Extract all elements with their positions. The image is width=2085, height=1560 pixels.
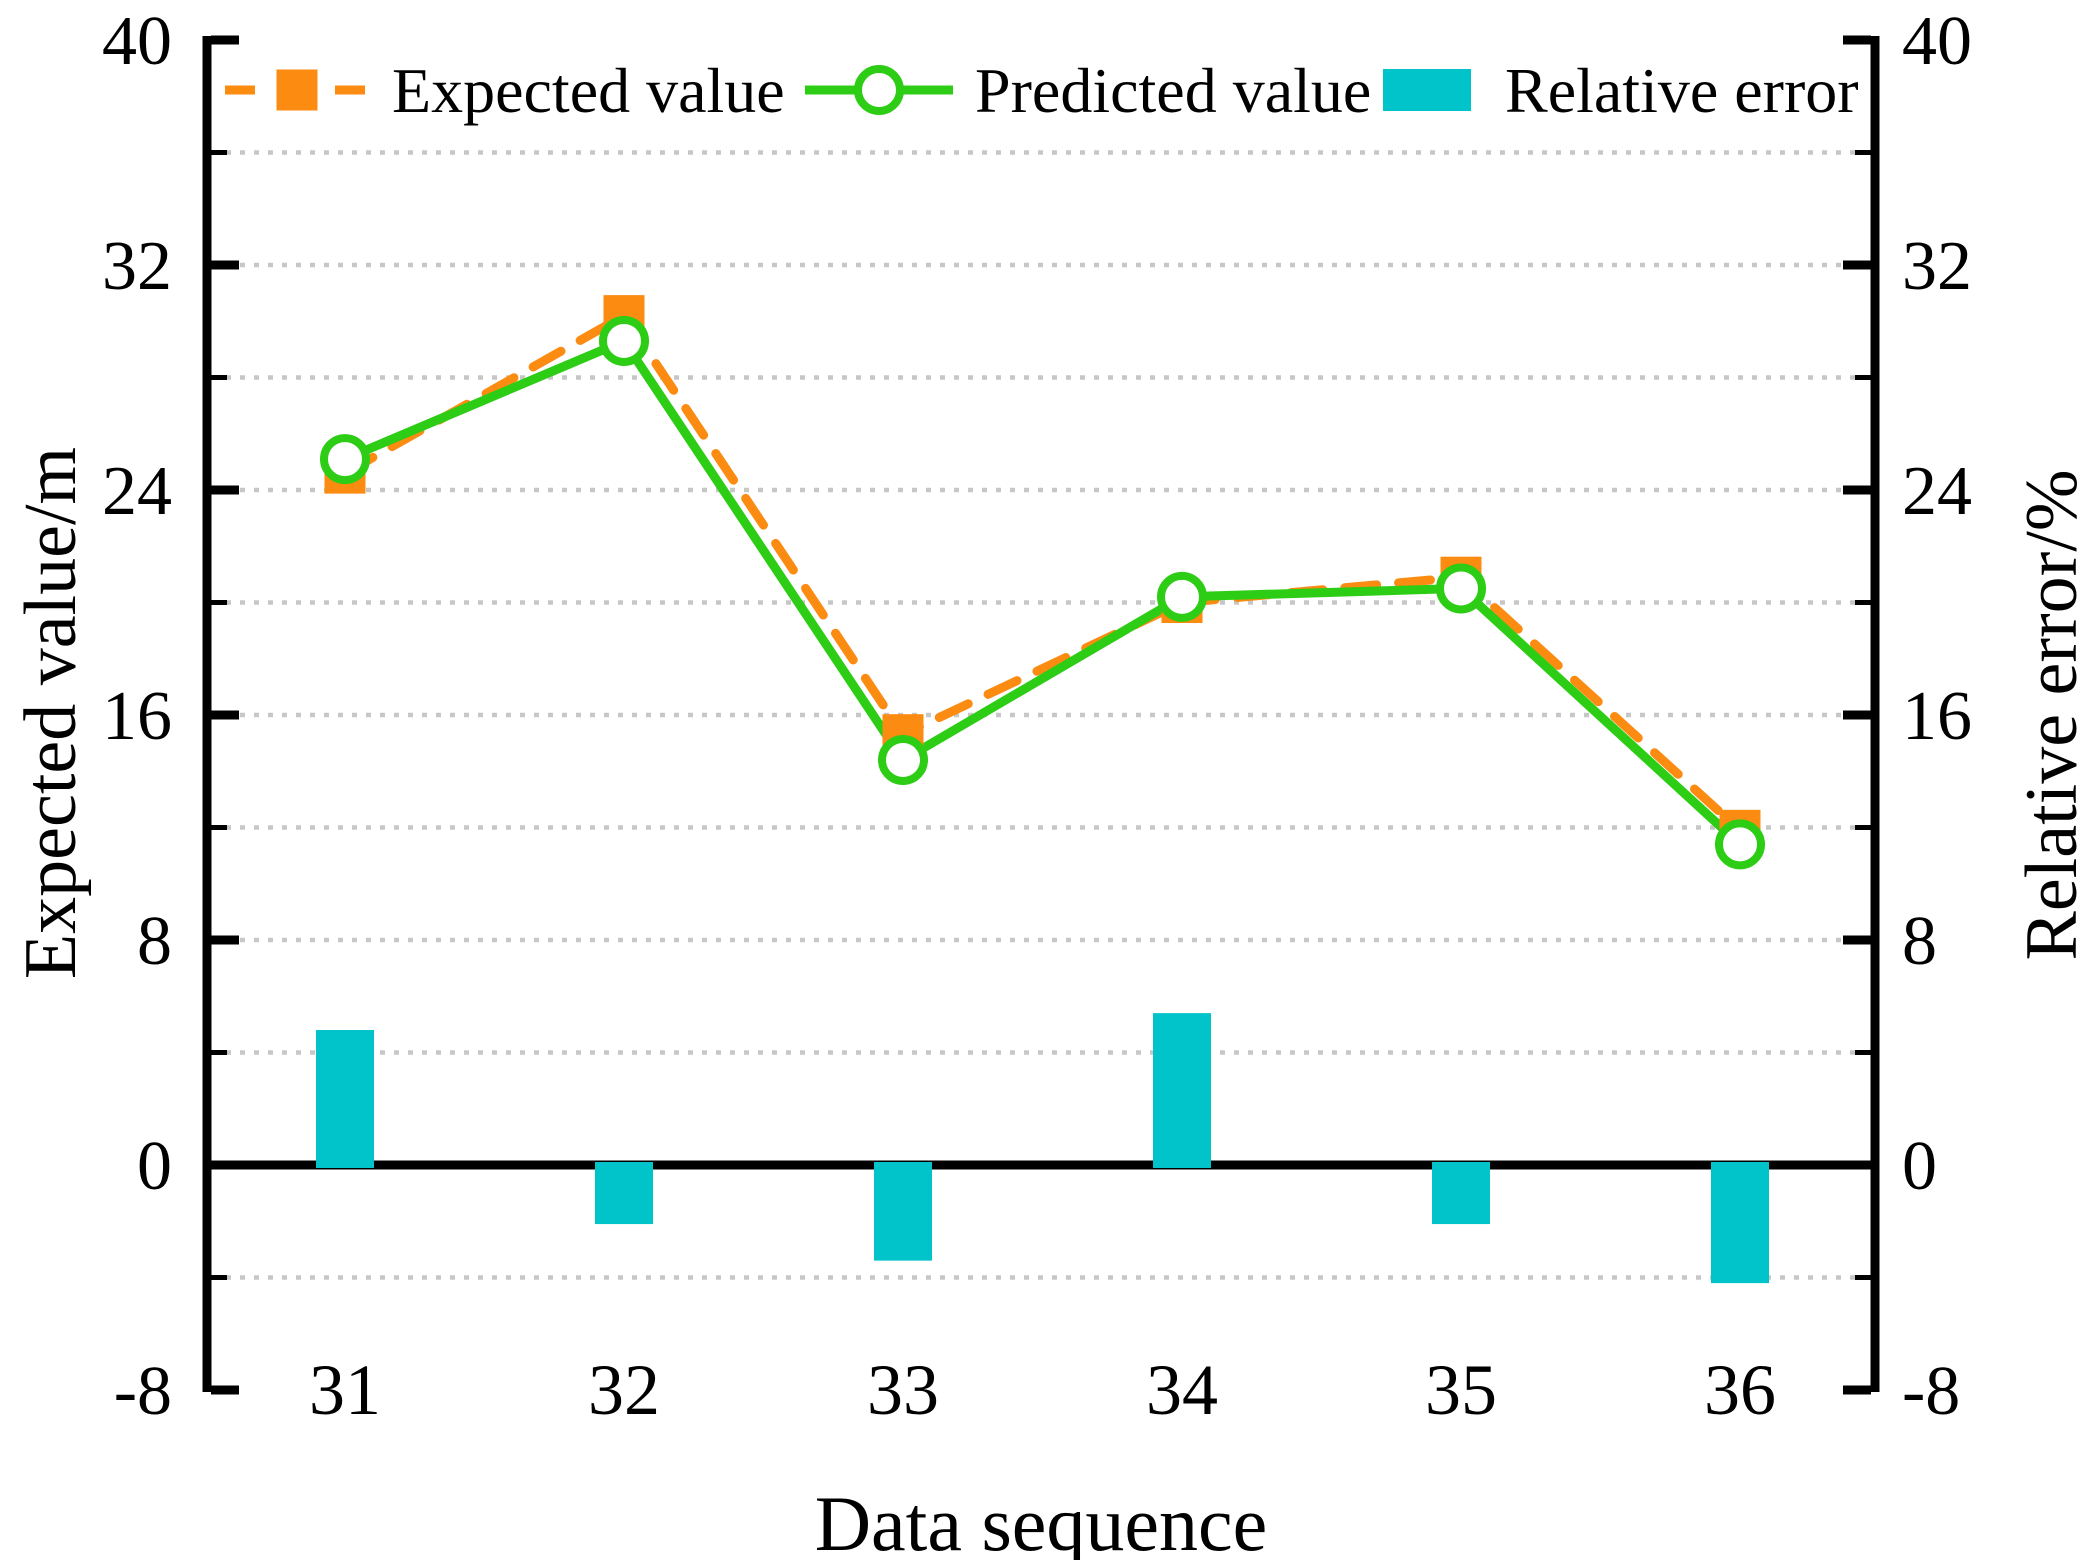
right-axis-tick-label: 8 <box>1902 903 1937 980</box>
relative-error-bar <box>874 1162 932 1261</box>
right-axis-title: Relative error/% <box>2011 469 2085 960</box>
axes: 40 40 32 32 24 24 16 16 8 8 0 0 -8 -8 31 32 33 34 35 36 Data… <box>10 3 2085 1560</box>
relative-error-bar <box>1432 1162 1490 1225</box>
x-axis-tick-label: 34 <box>1146 1350 1218 1430</box>
relative-error-bar <box>595 1162 653 1225</box>
bar-series-relative-error <box>316 1013 1769 1284</box>
legend-expected-label: Expected value <box>392 55 785 126</box>
legend-predicted-label: Predicted value <box>975 55 1371 126</box>
predicted-circle-marker <box>320 434 370 485</box>
legend-relative-error-label: Relative error <box>1505 55 1859 126</box>
gridlines <box>212 150 1870 1280</box>
x-axis-tick-label: 35 <box>1425 1350 1497 1430</box>
left-axis-tick-label: 8 <box>137 903 172 980</box>
right-axis-tick-label: 0 <box>1902 1128 1937 1205</box>
predicted-circle-marker <box>1436 563 1486 614</box>
right-axis-tick-label: 24 <box>1902 453 1972 530</box>
predicted-circle-marker <box>1157 571 1207 622</box>
right-axis-tick-label: -8 <box>1902 1353 1960 1430</box>
legend-predicted-circle-icon <box>854 65 904 115</box>
relative-error-bar <box>1153 1013 1211 1168</box>
expected-value-line <box>340 309 1745 835</box>
predicted-value-markers <box>320 315 1765 870</box>
predicted-circle-marker <box>1715 819 1765 870</box>
predicted-circle-marker <box>878 735 928 785</box>
predicted-circle-marker <box>599 315 649 366</box>
x-axis-title: Data sequence <box>815 1480 1268 1560</box>
x-axis-tick-label: 36 <box>1704 1350 1776 1430</box>
legend-relative-error-swatch <box>1383 69 1471 111</box>
left-axis-tick-label: -8 <box>114 1353 172 1430</box>
predicted-value-line <box>340 335 1745 849</box>
left-axis-title: Expected value/m <box>10 447 92 979</box>
legend: Expected value Predicted value Relative er… <box>225 55 1859 126</box>
x-axis-tick-label: 32 <box>588 1350 660 1430</box>
x-axis-tick-label: 33 <box>867 1350 939 1430</box>
x-axis-tick-label: 31 <box>309 1350 381 1430</box>
left-axis-tick-label: 16 <box>102 678 172 755</box>
left-axis-tick-label: 32 <box>102 228 172 305</box>
left-axis-tick-label: 40 <box>102 3 172 80</box>
right-axis-tick-label: 40 <box>1902 3 1972 80</box>
left-axis-tick-label: 0 <box>137 1128 172 1205</box>
right-axis-tick-label: 16 <box>1902 678 1972 755</box>
legend-expected-square-icon <box>276 69 318 111</box>
right-axis-tick-label: 32 <box>1902 228 1972 305</box>
relative-error-bar <box>1711 1162 1769 1284</box>
left-axis-tick-label: 24 <box>102 453 172 530</box>
relative-error-bar <box>316 1030 374 1168</box>
